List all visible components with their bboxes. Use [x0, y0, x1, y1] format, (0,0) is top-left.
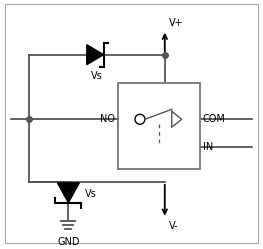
Polygon shape — [87, 45, 104, 64]
Text: V+: V+ — [169, 18, 183, 28]
Text: Vs: Vs — [85, 189, 97, 199]
Text: NO: NO — [100, 114, 115, 124]
Text: Vs: Vs — [91, 70, 103, 81]
Text: IN: IN — [203, 142, 213, 152]
Circle shape — [135, 114, 145, 124]
Polygon shape — [57, 183, 79, 203]
Text: COM: COM — [203, 114, 225, 124]
Text: GND: GND — [57, 237, 80, 247]
Text: V-: V- — [169, 221, 178, 231]
Bar — [118, 83, 200, 169]
